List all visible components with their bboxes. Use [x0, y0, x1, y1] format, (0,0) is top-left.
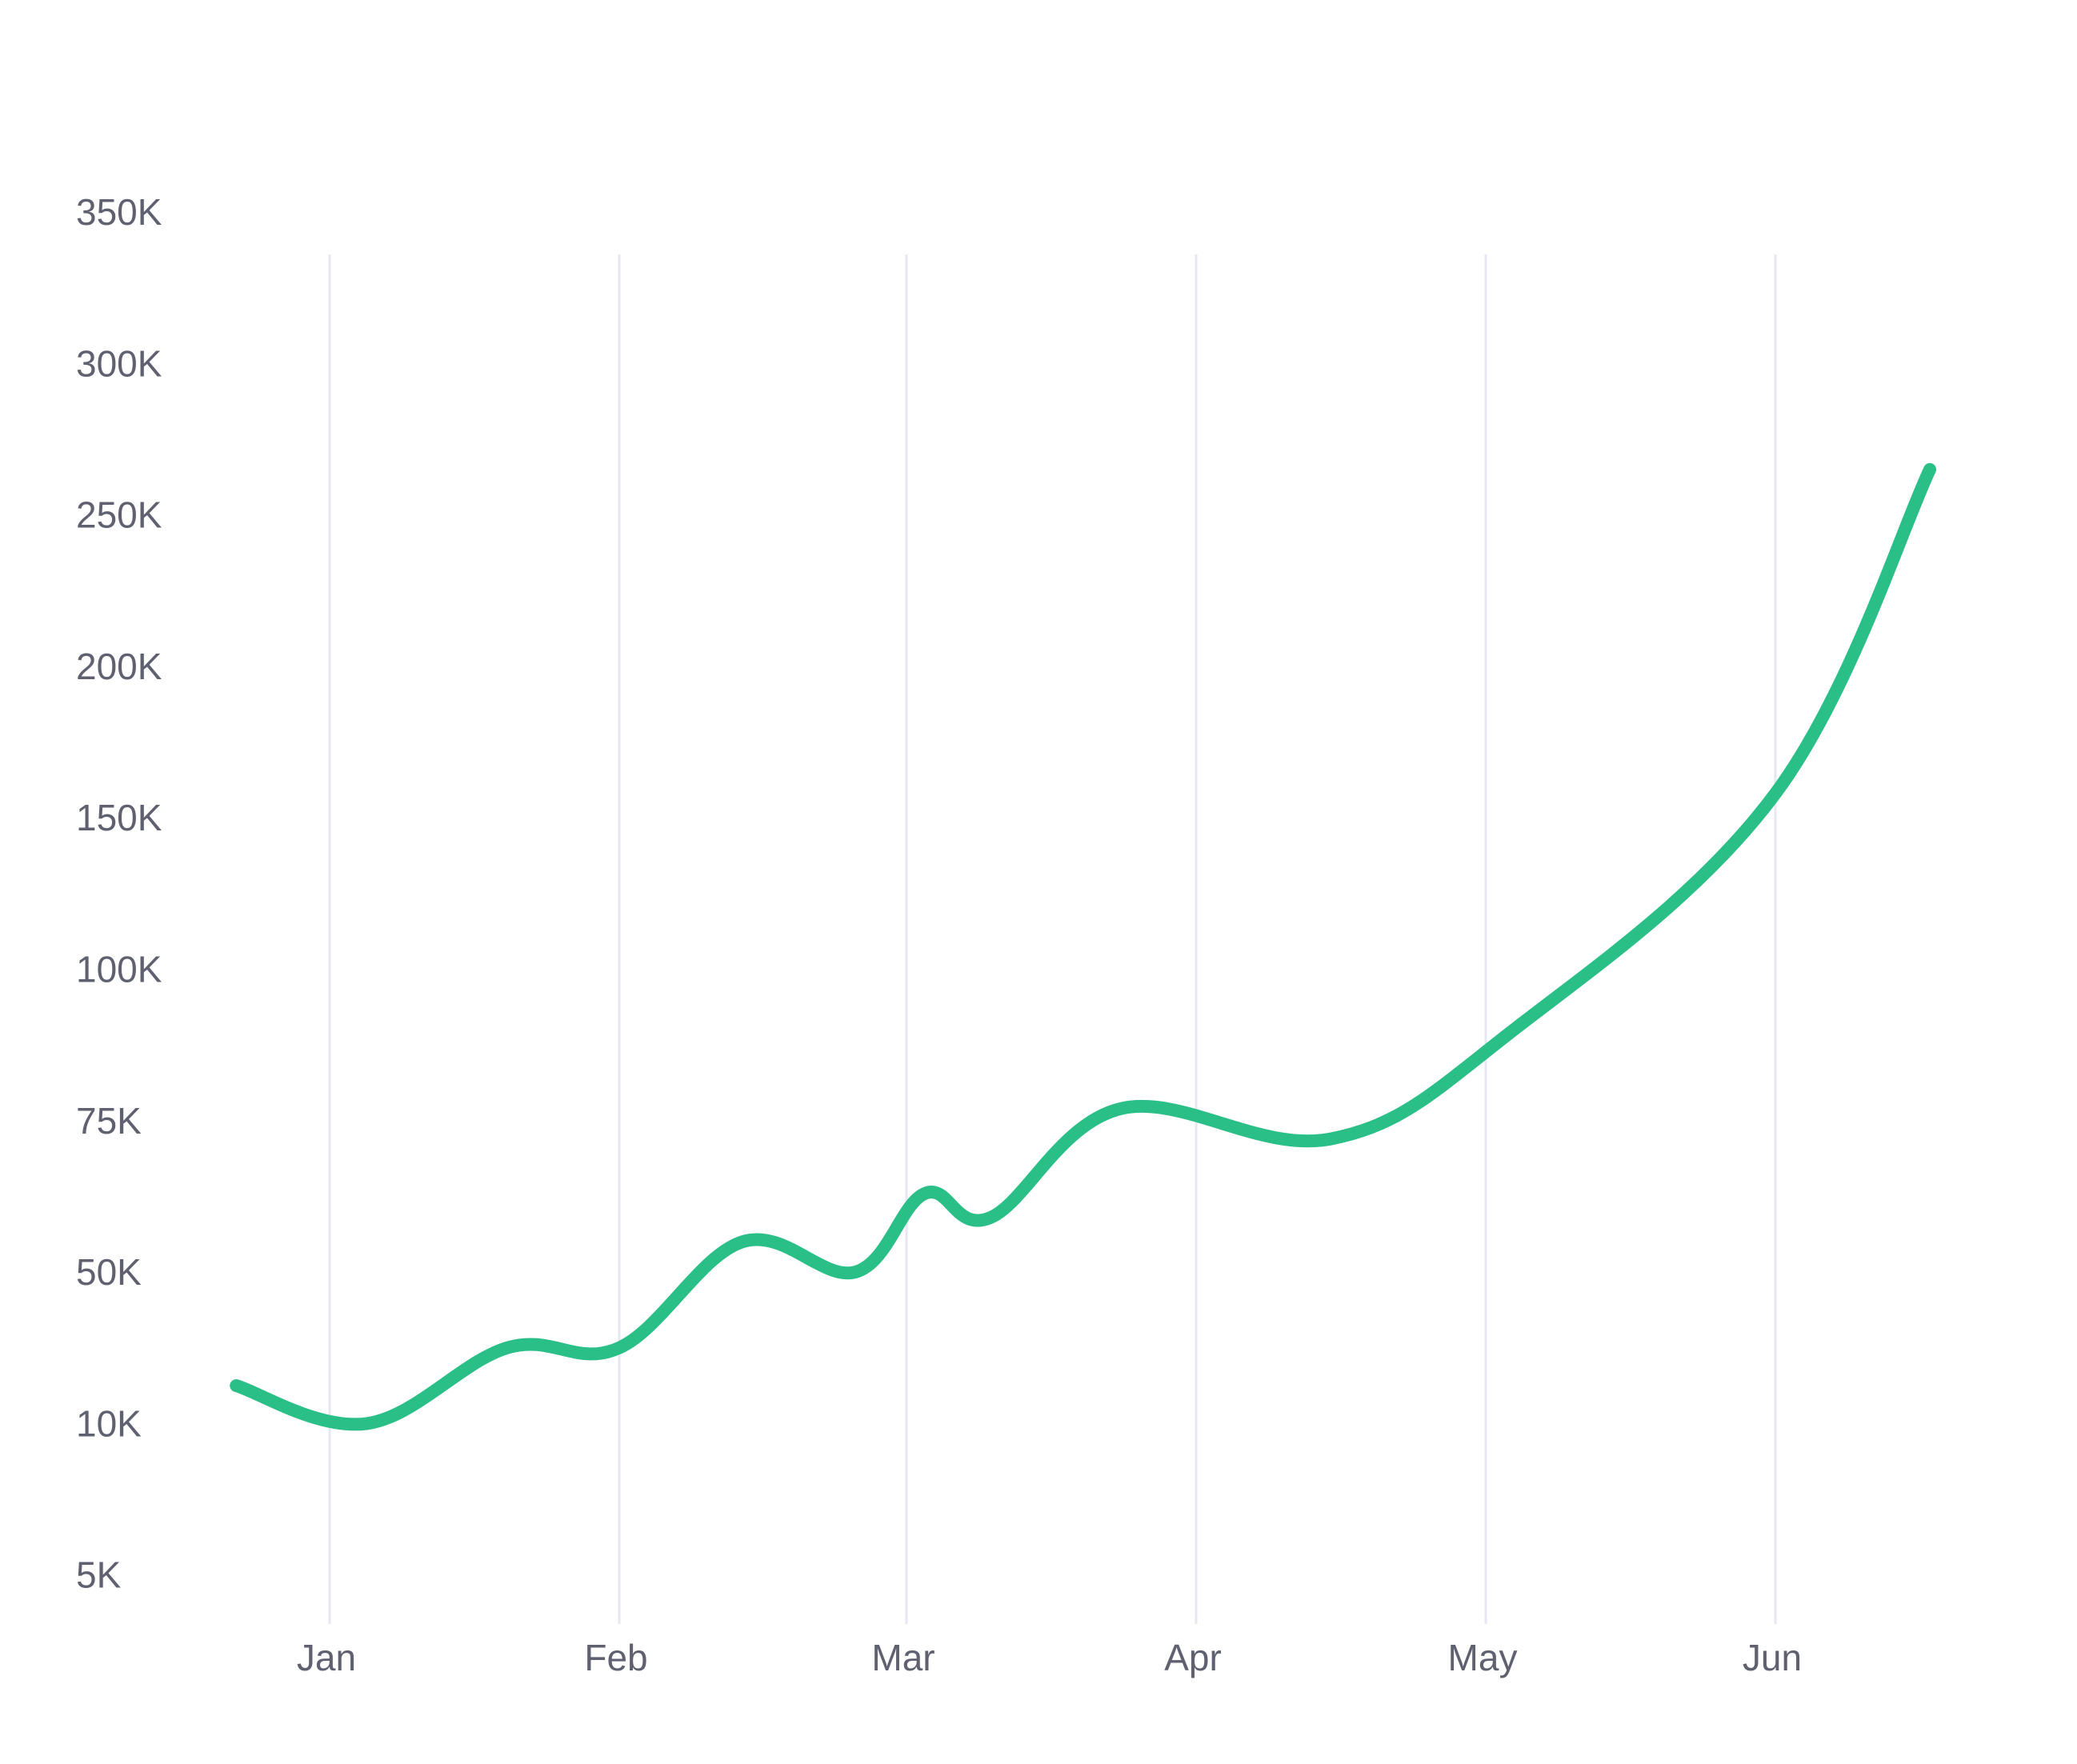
y-tick-label: 5K	[76, 1554, 122, 1596]
series-layer	[230, 462, 1937, 1431]
y-tick-label: 350K	[76, 191, 162, 233]
grid-lines	[328, 254, 1777, 1624]
x-tick-label: Jun	[1743, 1637, 1802, 1678]
x-tick-label: Jan	[297, 1637, 356, 1678]
y-tick-label: 75K	[76, 1100, 142, 1142]
x-tick-label: Mar	[871, 1637, 934, 1678]
y-tick-label: 300K	[76, 342, 162, 384]
x-tick-label: May	[1448, 1637, 1518, 1678]
y-tick-label: 250K	[76, 494, 162, 536]
y-tick-label: 10K	[76, 1402, 142, 1444]
series-line	[230, 462, 1937, 1431]
y-axis-ticks: 5K 10K 50K 75K 100K 150K 200K 250K 300K 350K	[76, 191, 162, 1596]
x-tick-label: Feb	[584, 1637, 647, 1678]
y-tick-label: 150K	[76, 797, 162, 838]
y-tick-label: 100K	[76, 949, 162, 990]
x-axis-ticks: Jan Feb Mar Apr May Jun	[297, 1637, 1802, 1678]
y-tick-label: 200K	[76, 646, 162, 687]
y-tick-label: 50K	[76, 1251, 142, 1293]
x-tick-label: Apr	[1164, 1637, 1222, 1678]
